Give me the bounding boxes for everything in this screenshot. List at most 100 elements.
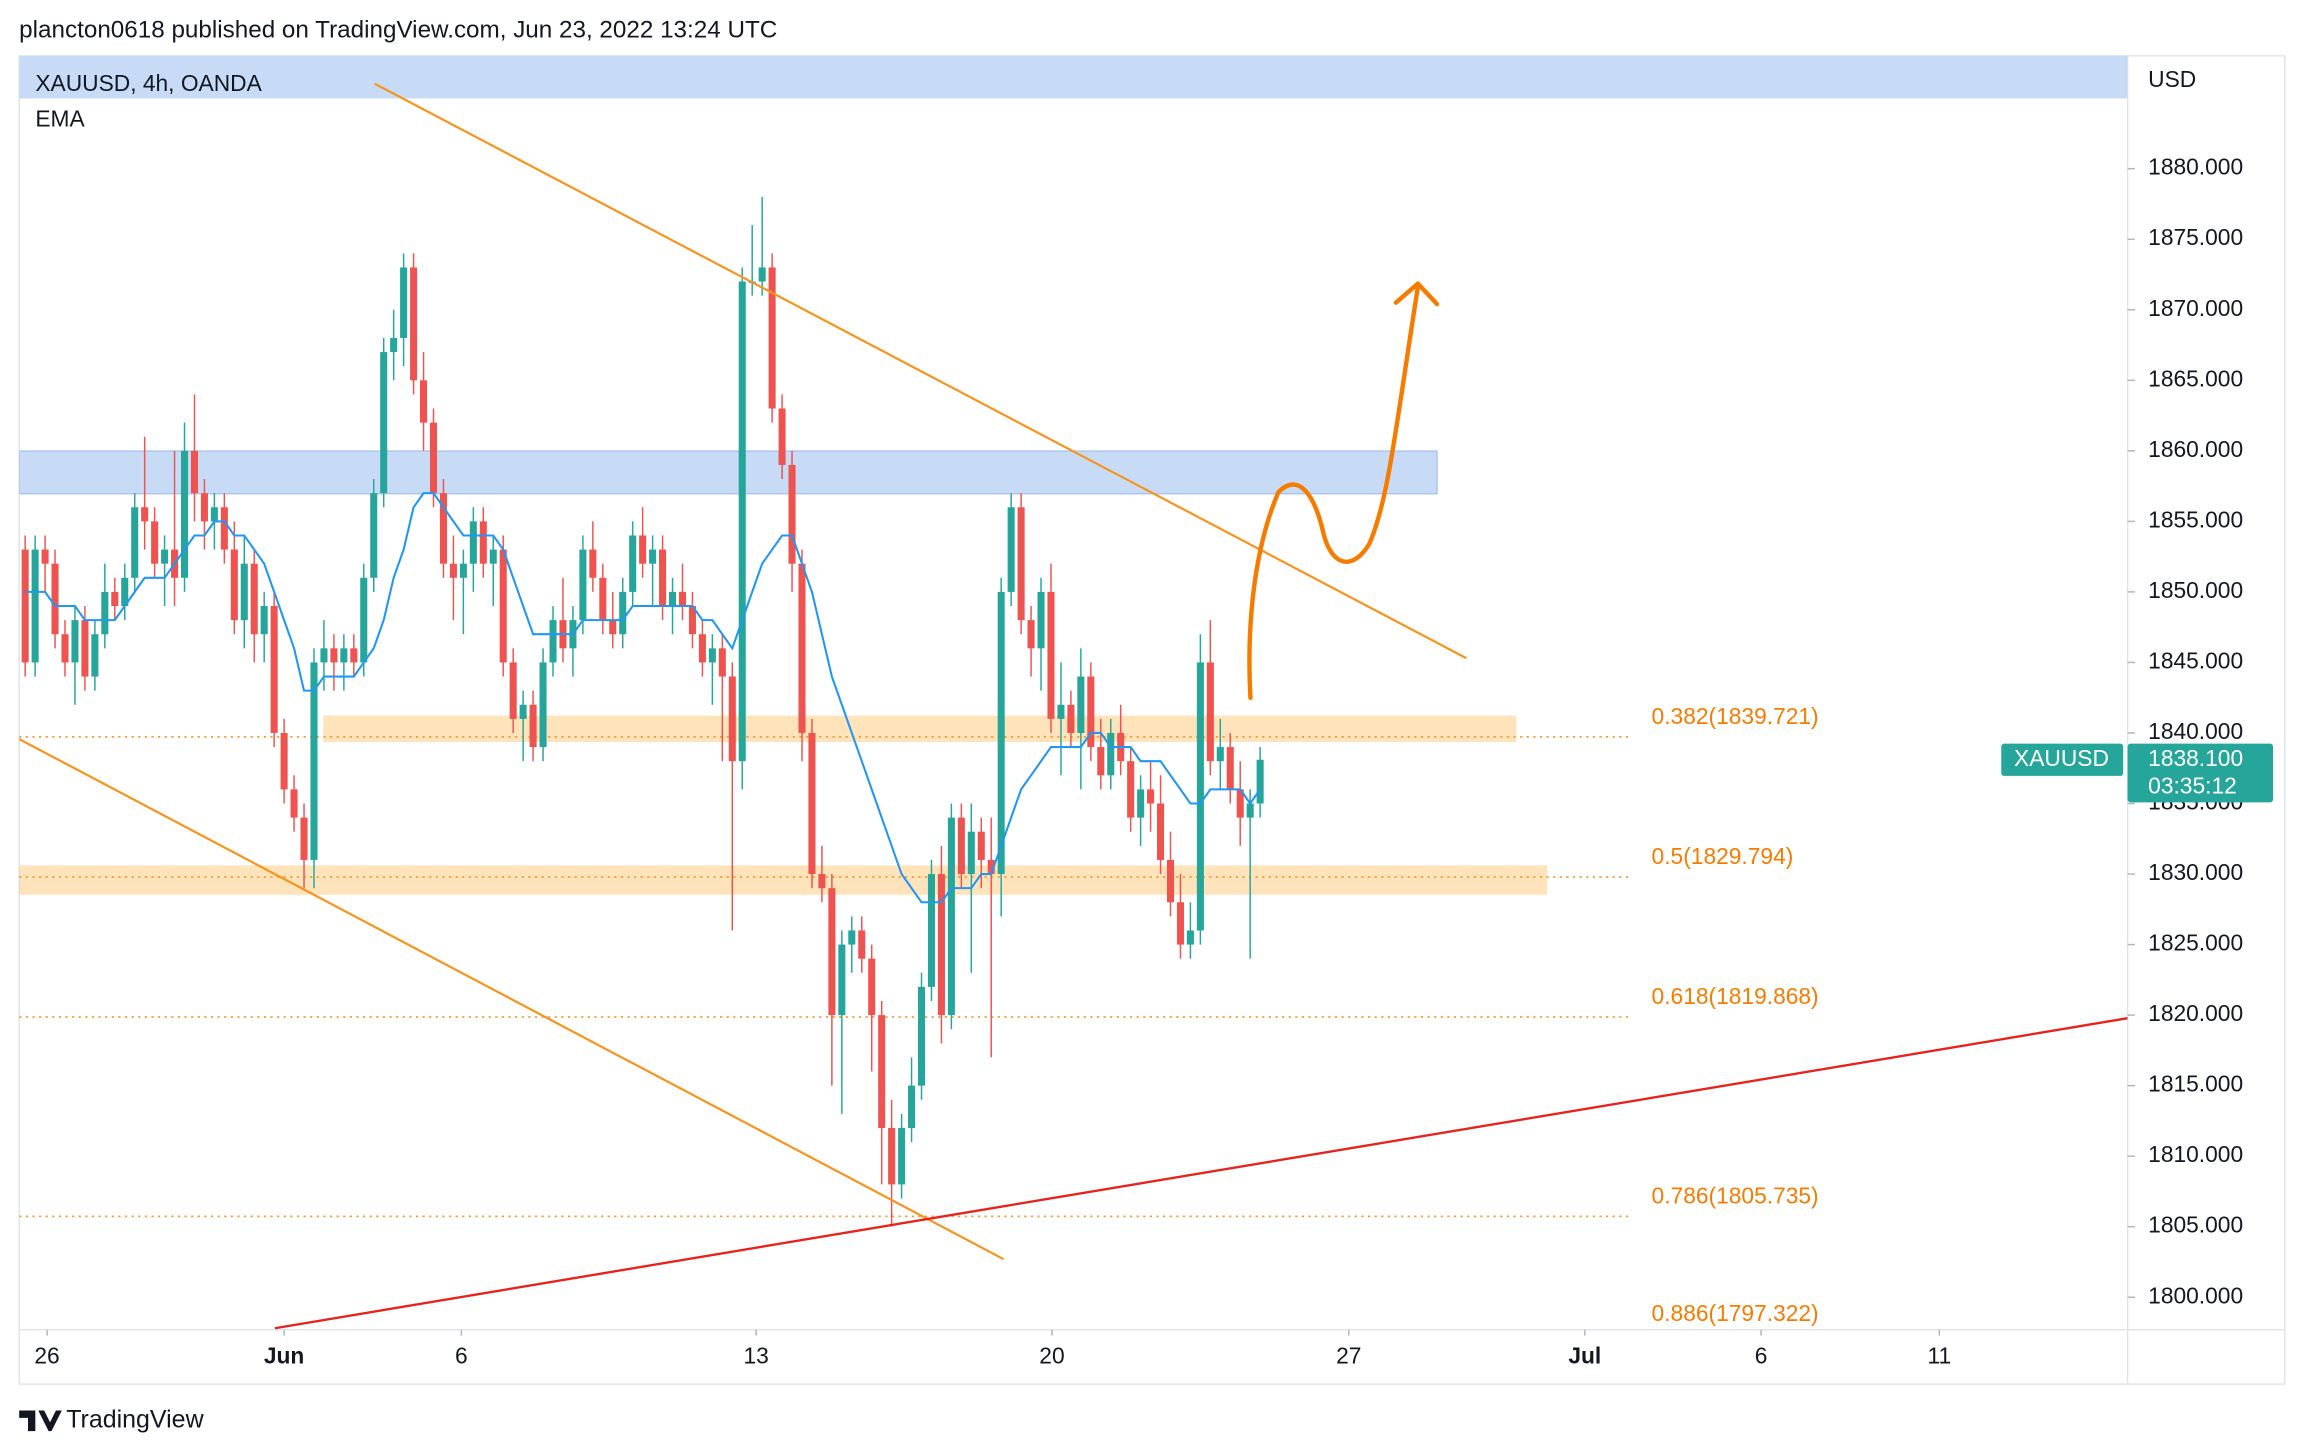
candle-body	[260, 606, 268, 635]
candle-body	[121, 577, 129, 607]
candle-body	[91, 634, 99, 677]
candle-body	[1216, 747, 1224, 762]
candle-body	[330, 648, 338, 663]
support-zone	[19, 865, 1548, 895]
candle-body	[420, 380, 428, 423]
candle-body	[1166, 859, 1175, 903]
candle-body	[1087, 676, 1095, 748]
candle-body	[728, 676, 736, 762]
y-tick-label: 1815.000	[2148, 1071, 2243, 1097]
candle-body	[878, 1015, 886, 1128]
y-tick-label: 1810.000	[2148, 1141, 2243, 1167]
chart-frame	[18, 55, 2286, 1385]
last-price-symbol: XAUUSD	[2014, 745, 2109, 771]
candle-body	[778, 408, 786, 465]
ema-line	[25, 492, 1261, 904]
countdown: 03:35:12	[2148, 773, 2237, 799]
candle-body	[898, 1127, 906, 1185]
x-tick-label: 6	[1755, 1343, 1768, 1369]
candle-body	[649, 549, 657, 564]
candle-body	[1206, 662, 1214, 762]
candle-body	[449, 563, 457, 578]
candle-body	[1137, 789, 1145, 818]
candle-body	[1236, 789, 1244, 818]
y-tick-label: 1880.000	[2148, 154, 2243, 180]
candle-body	[927, 874, 935, 987]
candle-body	[459, 563, 467, 578]
y-tick-label: 1860.000	[2148, 436, 2243, 462]
y-tick-label: 1845.000	[2148, 647, 2243, 673]
candle-body	[997, 591, 1005, 875]
trend-line	[374, 82, 1467, 660]
logo-mark	[19, 1410, 62, 1432]
candle-body	[589, 549, 597, 578]
candle-body	[41, 549, 49, 564]
candle-body	[489, 549, 497, 564]
candle-body	[250, 563, 258, 635]
candle-body	[1067, 704, 1075, 733]
candle-body	[639, 535, 647, 564]
projection-arrow	[1247, 284, 1421, 701]
candle-body	[1097, 747, 1105, 776]
candle-body	[1256, 759, 1264, 804]
y-tick-label: 1850.000	[2148, 577, 2243, 603]
candle-body	[310, 662, 318, 860]
candle-body	[967, 831, 975, 875]
candle-body	[788, 464, 796, 564]
candle-body	[370, 493, 378, 578]
candle-body	[300, 817, 308, 860]
candle-body	[977, 831, 985, 860]
candle-body	[818, 874, 826, 889]
candle-body	[838, 944, 846, 1016]
candle-body	[439, 493, 447, 564]
brand: TradingView	[66, 1405, 204, 1433]
candle-body	[1176, 902, 1184, 945]
candle-body	[350, 648, 358, 663]
candle-body	[180, 450, 189, 578]
fib-label: 0.382(1839.721)	[1652, 703, 1819, 729]
candle-body	[718, 648, 726, 677]
candle-body	[1246, 803, 1254, 818]
candle-body	[957, 817, 965, 875]
candle-body	[131, 507, 139, 578]
candle-body	[51, 563, 59, 635]
y-tick-label: 1820.000	[2148, 1000, 2243, 1026]
candle-body	[917, 986, 926, 1086]
y-tick-label: 1825.000	[2148, 930, 2243, 956]
x-tick-label: Jul	[1568, 1343, 1601, 1369]
candle-body	[549, 620, 557, 663]
candle-body	[1037, 591, 1045, 649]
candle-body	[31, 549, 39, 663]
candle-body	[151, 521, 159, 564]
candle-body	[230, 549, 238, 621]
resistance-zone	[19, 450, 1438, 495]
x-tick-label: 11	[1928, 1343, 1952, 1369]
candle-body	[937, 874, 945, 1016]
last-price-box	[2127, 743, 2274, 803]
candle-body	[738, 281, 746, 762]
candle-body	[360, 577, 368, 663]
candle-body	[828, 888, 836, 1016]
y-tick-label: 1800.000	[2148, 1282, 2243, 1308]
candle-body	[519, 704, 527, 719]
candle-body	[888, 1127, 896, 1185]
candle-body	[908, 1085, 916, 1128]
candle-body	[200, 493, 208, 522]
candle-body	[698, 634, 706, 663]
candle-body	[101, 591, 109, 635]
candle-body	[868, 958, 876, 1016]
candle-body	[1196, 662, 1204, 931]
y-tick-label: 1830.000	[2148, 859, 2243, 885]
candle-body	[1127, 761, 1135, 818]
x-tick-label: 6	[455, 1343, 468, 1369]
candle-body	[280, 732, 288, 790]
candle-body	[539, 662, 547, 748]
candle-body	[1027, 620, 1035, 649]
candle-body	[599, 577, 607, 621]
logo: TradingView	[19, 1405, 205, 1433]
candle-body	[270, 606, 278, 733]
fib-label: 0.786(1805.735)	[1652, 1182, 1819, 1208]
candle-body	[380, 352, 388, 494]
candle-body	[61, 634, 69, 663]
